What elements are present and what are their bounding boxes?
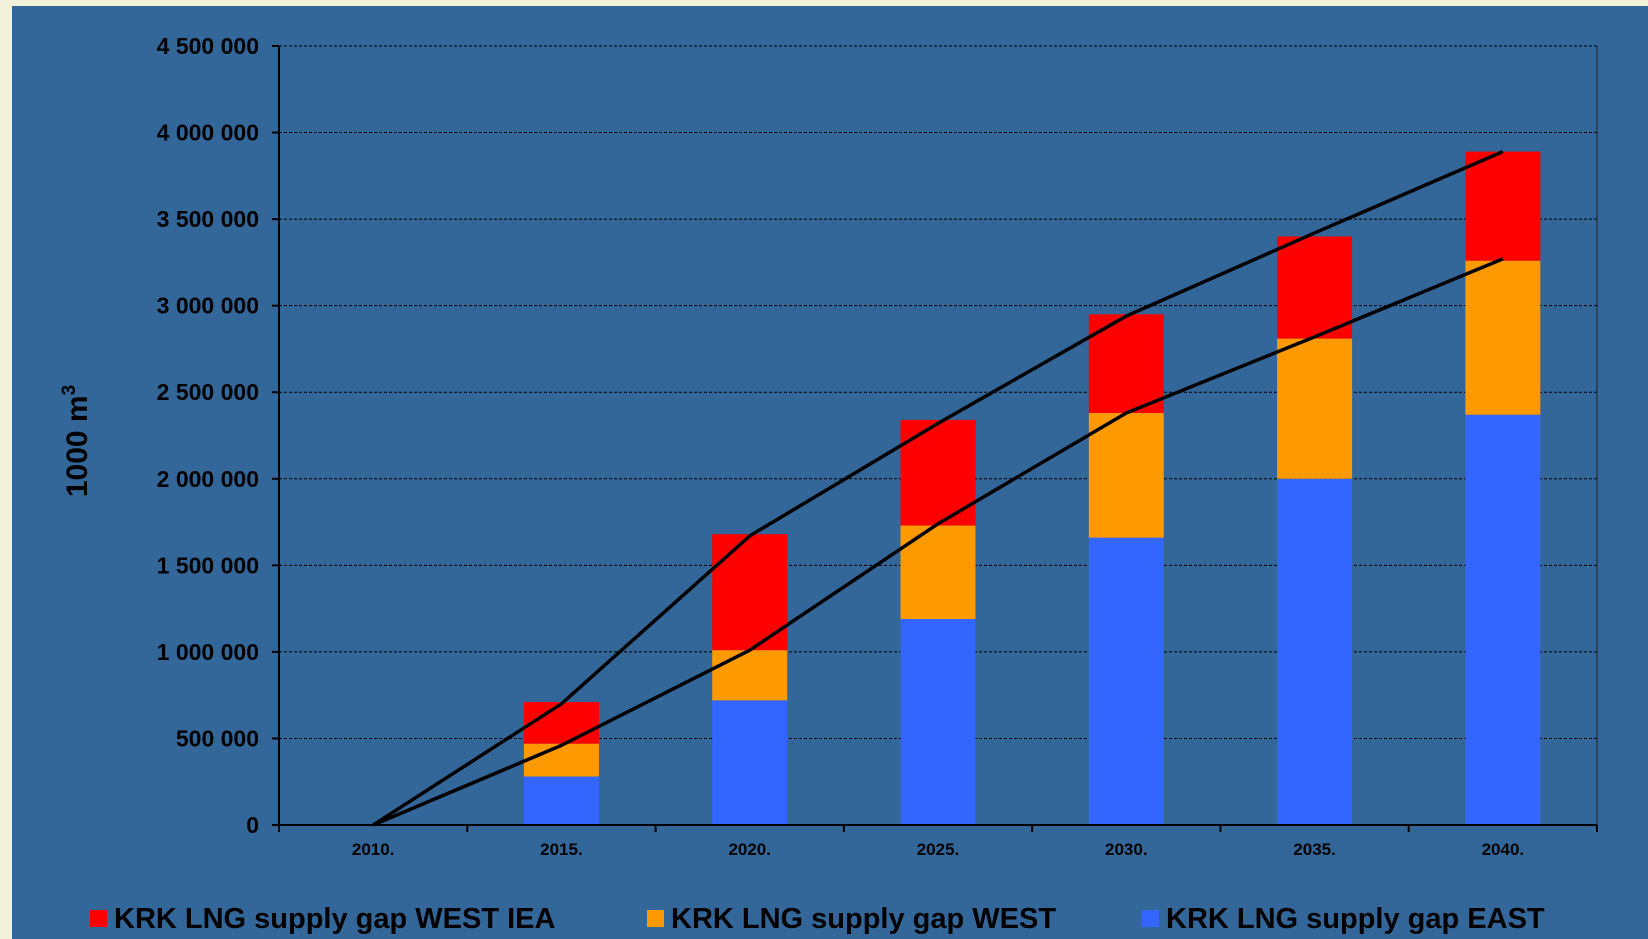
x-tick-label: 2040. — [1482, 840, 1525, 859]
y-tick-label: 2 000 000 — [157, 466, 259, 492]
x-tick-label: 2015. — [540, 840, 583, 859]
bars — [523, 151, 1541, 825]
y-tick-label: 0 — [246, 812, 259, 838]
y-axis-label: 1000 m3 — [59, 385, 94, 497]
y-tick-label: 1 000 000 — [157, 639, 259, 665]
trend-line — [372, 257, 1504, 827]
y-tick-label: 4 500 000 — [157, 33, 259, 59]
legend-swatch — [90, 910, 107, 927]
chart-frame: 0 500 000 1 000 000 1 500 000 2 000 000 2 500… — [12, 6, 1648, 939]
bar-segment — [712, 534, 788, 651]
bar-segment — [523, 702, 599, 744]
legend-item: KRK LNG supply gap EAST — [1142, 903, 1545, 935]
trend-lines — [372, 149, 1504, 827]
y-tick-label: 3 500 000 — [157, 206, 259, 232]
legend-label: KRK LNG supply gap WEST — [671, 903, 1056, 935]
x-tick-label: 2010. — [352, 840, 395, 859]
legend-swatch — [647, 910, 664, 927]
legend-label: KRK LNG supply gap EAST — [1166, 903, 1545, 935]
y-axis-label-text: 1000 m — [61, 395, 94, 497]
y-tick-label: 3 000 000 — [157, 293, 259, 319]
axes — [272, 45, 1598, 832]
y-tick-label: 500 000 — [176, 725, 259, 751]
gridlines — [279, 45, 1598, 825]
y-tick-label: 4 000 000 — [157, 120, 259, 146]
legend-item: KRK LNG supply gap WEST — [647, 903, 1056, 935]
legend-item: KRK LNG supply gap WEST IEA — [90, 903, 556, 935]
y-tick-labels: 0 500 000 1 000 000 1 500 000 2 000 000 2 500… — [157, 33, 259, 838]
bar-segment — [1465, 414, 1541, 825]
x-tick-label: 2025. — [917, 840, 960, 859]
bar-segment — [1088, 412, 1164, 538]
y-tick-label: 2 500 000 — [157, 379, 259, 405]
bar-segment — [1088, 537, 1164, 825]
bar-segment — [1277, 338, 1353, 479]
chart-canvas: 0 500 000 1 000 000 1 500 000 2 000 000 2 500… — [59, 33, 1598, 935]
bar-segment — [1277, 236, 1353, 339]
bar-segment — [1277, 478, 1353, 825]
bar-segment — [712, 650, 788, 701]
bar-segment — [1465, 151, 1541, 261]
x-tick-label: 2035. — [1293, 840, 1336, 859]
legend-swatch — [1142, 910, 1159, 927]
bar-segment — [712, 700, 788, 825]
legend: KRK LNG supply gap WEST IEA KRK LNG suppl… — [90, 903, 1545, 935]
legend-label: KRK LNG supply gap WEST IEA — [114, 903, 556, 935]
bar-segment — [523, 743, 599, 777]
y-tick-label: 1 500 000 — [157, 552, 259, 578]
x-tick-labels: 2010. 2015. 2020. 2025. 2030. 2035. 2040. — [352, 840, 1524, 859]
x-tick-label: 2020. — [728, 840, 771, 859]
y-axis-label-superscript: 3 — [59, 385, 80, 396]
trend-line — [372, 149, 1504, 827]
bar-segment — [900, 618, 976, 825]
x-tick-label: 2030. — [1105, 840, 1148, 859]
bar-segment — [1465, 260, 1541, 415]
bar-segment — [523, 776, 599, 825]
